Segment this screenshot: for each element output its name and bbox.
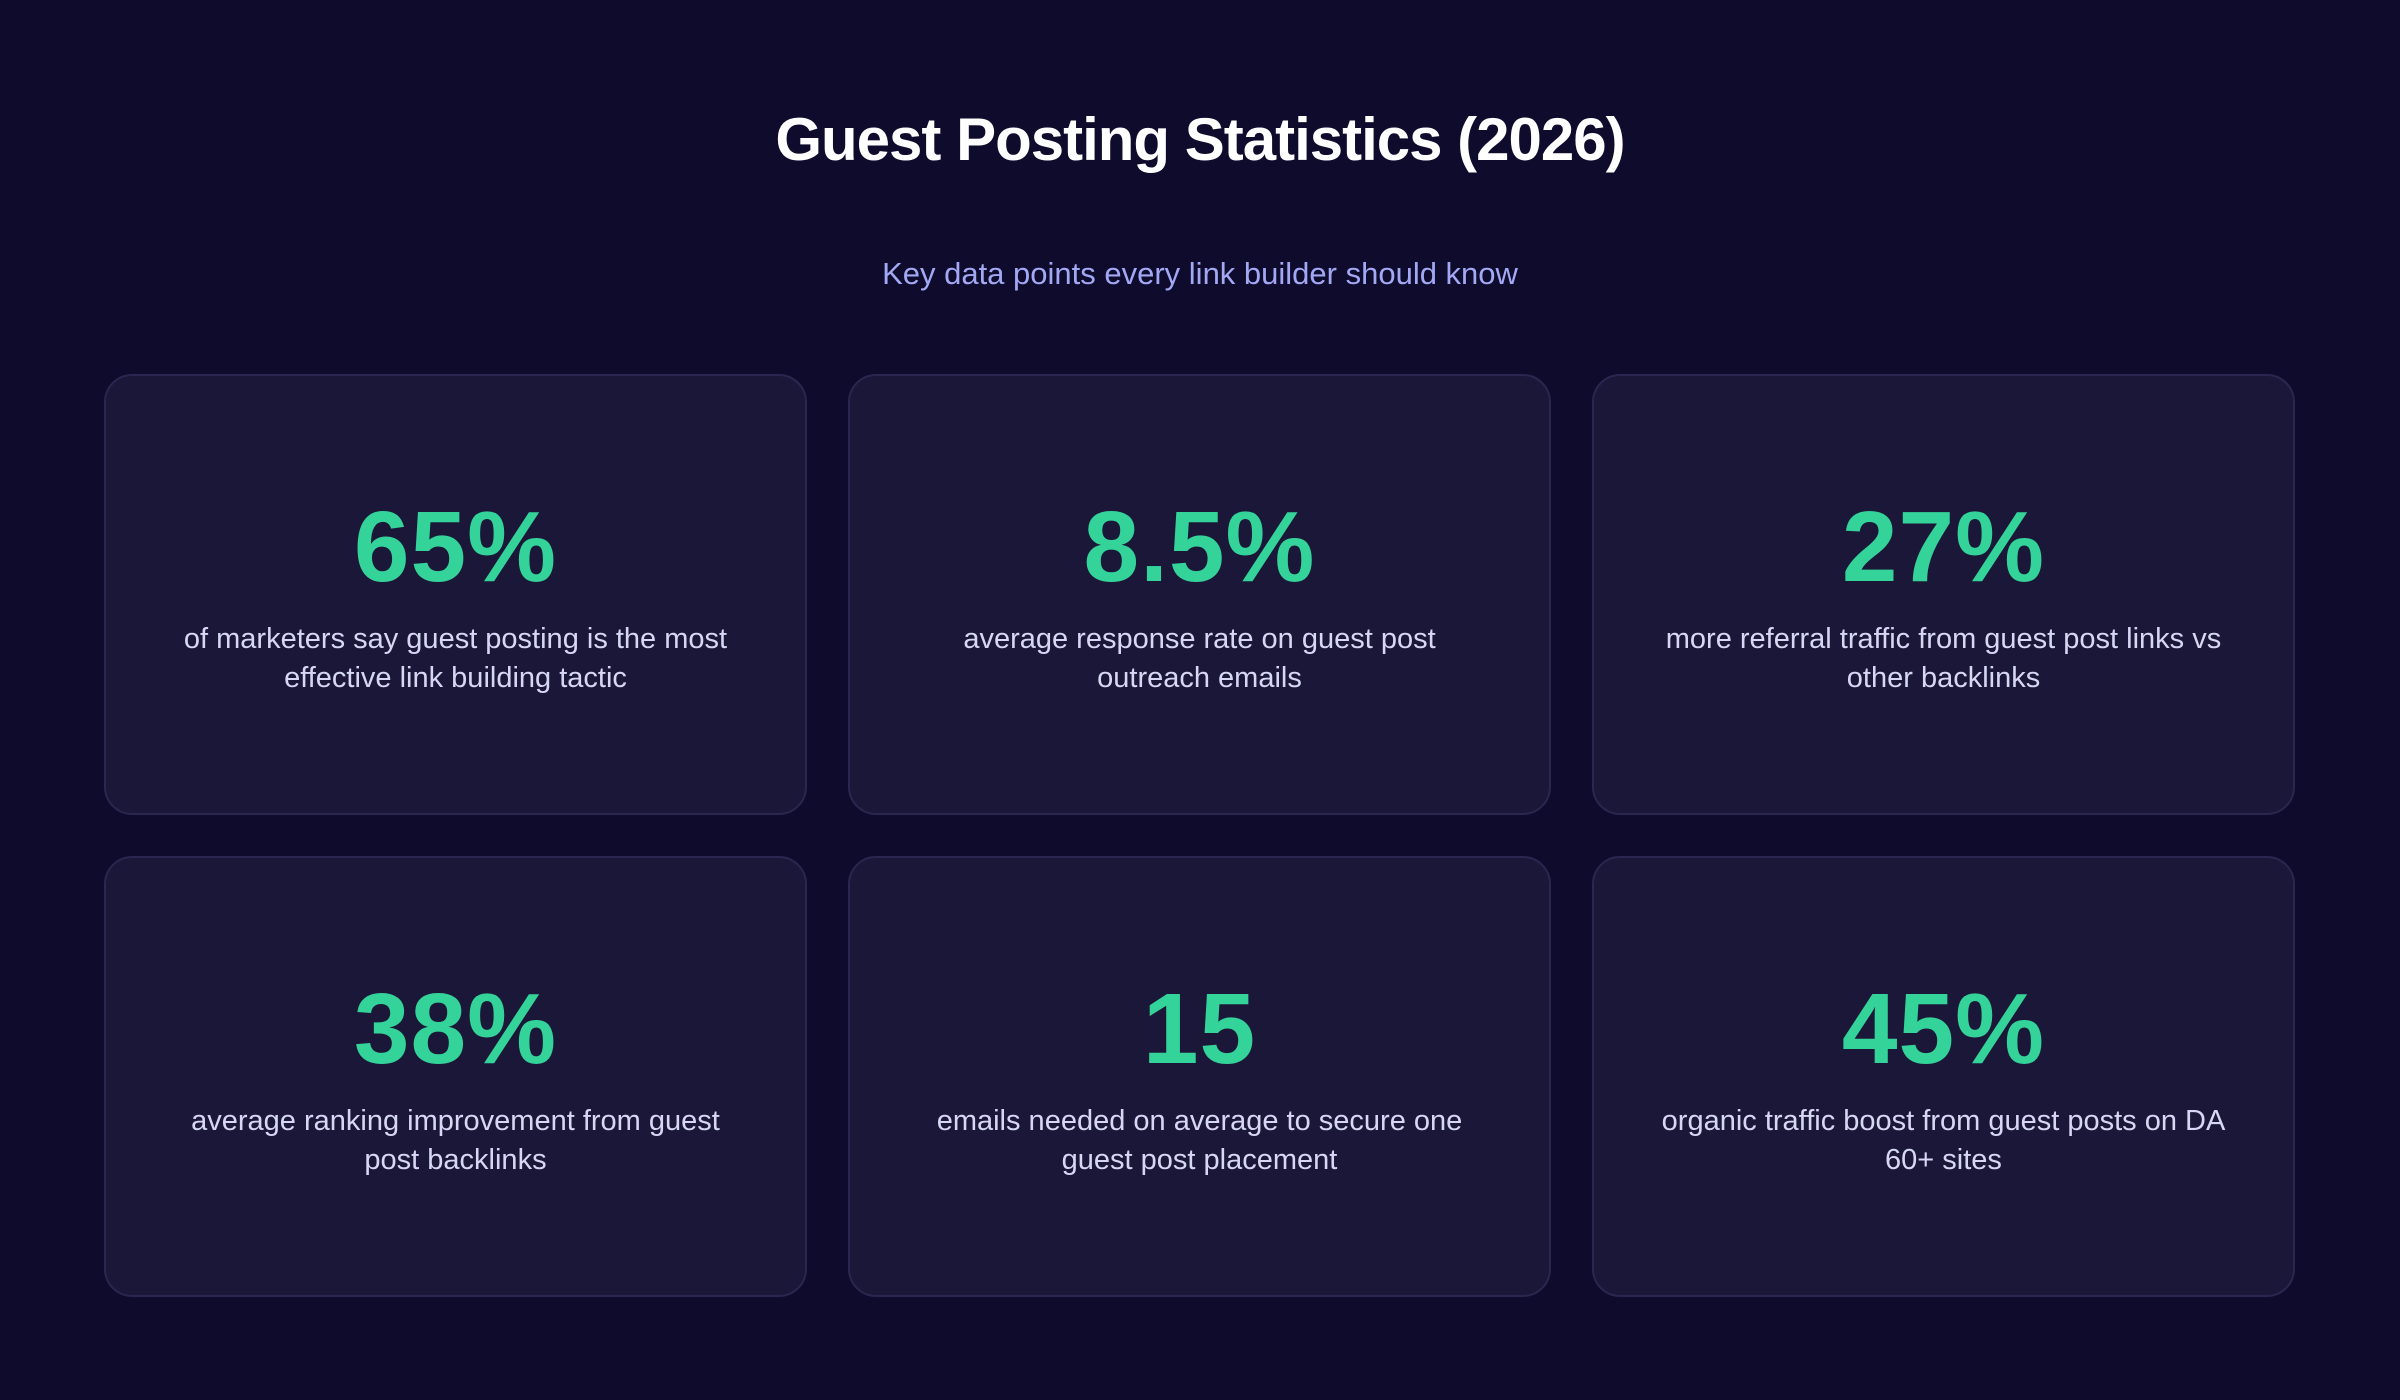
stats-grid: 65% of marketers say guest posting is th… <box>104 374 2296 1297</box>
page-title: Guest Posting Statistics (2026) <box>775 106 1625 173</box>
stat-card: 15 emails needed on average to secure on… <box>848 856 1551 1297</box>
stat-description: of marketers say guest posting is the mo… <box>183 623 728 694</box>
stat-card: 45% organic traffic boost from guest pos… <box>1592 856 2295 1297</box>
stat-description: average response rate on guest post outr… <box>963 623 1436 694</box>
stat-card: 38% average ranking improvement from gue… <box>104 856 807 1297</box>
stat-description: emails needed on average to secure one g… <box>936 1105 1463 1176</box>
stat-value: 8.5% <box>1083 491 1316 603</box>
stat-value: 27% <box>1841 491 2046 603</box>
stat-card: 65% of marketers say guest posting is th… <box>104 374 807 815</box>
stat-description: more referral traffic from guest post li… <box>1665 623 2222 694</box>
stat-value: 65% <box>353 491 558 603</box>
stat-value: 15 <box>1142 973 1257 1085</box>
stat-description: organic traffic boost from guest posts o… <box>1661 1105 2226 1176</box>
stat-value: 38% <box>353 973 558 1085</box>
stat-card: 27% more referral traffic from guest pos… <box>1592 374 2295 815</box>
stat-description: average ranking improvement from guest p… <box>191 1105 720 1176</box>
stat-value: 45% <box>1841 973 2046 1085</box>
page-subtitle: Key data points every link builder shoul… <box>882 256 1518 291</box>
stat-card: 8.5% average response rate on guest post… <box>848 374 1551 815</box>
